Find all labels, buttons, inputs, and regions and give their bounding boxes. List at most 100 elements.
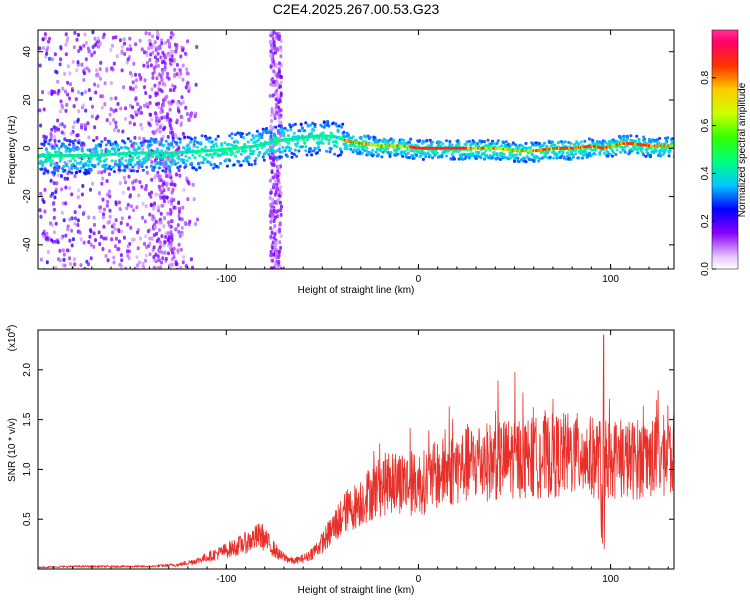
spectrogram-ridge-cell bbox=[164, 139, 168, 143]
y-tick-label: 0.5 bbox=[22, 512, 33, 526]
spectrogram-noise-cell bbox=[84, 41, 88, 45]
spectrogram-noise-cell bbox=[190, 111, 194, 116]
spectrogram-ridge-cell bbox=[81, 165, 85, 169]
spectrogram-ridge-cell bbox=[69, 149, 73, 153]
spectrogram-ridge-cell bbox=[430, 143, 433, 147]
y-tick-label: 1.0 bbox=[22, 462, 33, 476]
spectrogram-ridge-cell bbox=[205, 153, 209, 157]
spectrogram-noise-cell bbox=[58, 109, 62, 114]
spectrogram-noise-cell bbox=[270, 57, 274, 62]
spectrogram-noise-cell bbox=[116, 102, 120, 106]
spectrogram-ridge-cell bbox=[483, 157, 486, 161]
spectrogram-ridge-cell bbox=[406, 151, 410, 155]
spectrogram-noise-cell bbox=[98, 42, 102, 47]
spectrogram-ridge-cell bbox=[507, 157, 511, 161]
spectrogram-noise-cell bbox=[76, 223, 80, 227]
spectrogram-ridge-cell bbox=[488, 154, 492, 157]
spectrogram-noise-cell bbox=[120, 68, 124, 73]
spectrogram-ridge-cell bbox=[234, 154, 237, 158]
spectrogram-noise-cell bbox=[178, 216, 182, 221]
spectrogram-noise-cell bbox=[91, 30, 95, 35]
spectrogram-noise-cell bbox=[101, 215, 105, 220]
spectrogram-noise-cell bbox=[187, 181, 191, 186]
spectrogram-noise-cell bbox=[277, 180, 281, 185]
spectrogram-ridge-cell bbox=[198, 166, 202, 170]
x-tick-label: 100 bbox=[602, 574, 619, 585]
spectrogram-ridge-cell bbox=[575, 141, 579, 145]
y-tick-label: 40 bbox=[22, 46, 33, 58]
spectrogram-noise-cell bbox=[157, 140, 161, 145]
spectrogram-ridge-cell bbox=[178, 164, 182, 168]
spectrogram-noise-cell bbox=[160, 56, 164, 61]
spectrogram-noise-cell bbox=[149, 194, 153, 199]
spectrogram-noise-cell bbox=[270, 40, 274, 44]
spectrogram-ridge-cell bbox=[292, 131, 296, 135]
spectrogram-ridge-cell bbox=[365, 146, 369, 150]
spectrogram-noise-cell bbox=[273, 215, 277, 220]
spectrogram-ridge-cell bbox=[79, 160, 83, 164]
spectrogram-ridge-cell bbox=[302, 138, 305, 142]
spectrogram-ridge-cell bbox=[365, 149, 369, 153]
spectrogram-noise-cell bbox=[148, 252, 152, 257]
spectrogram-noise-cell bbox=[104, 236, 108, 241]
spectrogram-noise-cell bbox=[63, 263, 67, 268]
spectrogram-ridge-cell bbox=[569, 157, 573, 161]
spectrogram-noise-cell bbox=[171, 133, 175, 138]
spectrogram-noise-cell bbox=[126, 244, 130, 249]
spectrogram-noise-cell bbox=[138, 38, 142, 43]
spectrogram-ridge-cell bbox=[69, 159, 73, 163]
spectrogram-ridge-cell bbox=[572, 143, 576, 147]
spectrogram-ridge-cell bbox=[149, 164, 153, 168]
y-tick-label: 20 bbox=[22, 94, 33, 106]
spectrogram-ridge-cell bbox=[77, 141, 81, 145]
spectrogram-noise-cell bbox=[151, 50, 155, 55]
spectrogram-ridge-cell bbox=[63, 168, 67, 172]
spectrogram-ridge-cell bbox=[100, 149, 104, 152]
spectrogram-noise-cell bbox=[149, 63, 153, 68]
spectrogram-noise-cell bbox=[52, 207, 56, 212]
spectrogram-noise-cell bbox=[49, 178, 53, 183]
spectrogram-ridge-cell bbox=[641, 146, 644, 150]
spectrogram-noise-cell bbox=[41, 46, 45, 50]
spectrogram-ridge-cell bbox=[453, 157, 456, 161]
spectrogram-noise-cell bbox=[279, 234, 283, 239]
spectrogram-noise-cell bbox=[137, 165, 141, 170]
spectrogram-noise-cell bbox=[107, 189, 111, 194]
spectrogram-noise-cell bbox=[194, 111, 198, 116]
spectrogram-noise-cell bbox=[103, 137, 107, 141]
spectrogram-noise-cell bbox=[139, 105, 143, 110]
spectrogram-ridge-cell bbox=[87, 167, 91, 171]
spectrogram-ridge-cell bbox=[104, 157, 108, 161]
spectrogram-noise-cell bbox=[268, 195, 272, 200]
spectrogram-noise-cell bbox=[279, 54, 283, 59]
spectrogram-noise-cell bbox=[57, 165, 61, 170]
spectrogram-ridge-cell bbox=[647, 146, 651, 150]
spectrogram-ridge-cell bbox=[386, 147, 390, 151]
spectrogram-ridge-cell bbox=[670, 141, 674, 144]
spectrogram-noise-cell bbox=[74, 216, 77, 221]
spectrogram-ridge-cell bbox=[94, 146, 98, 150]
spectrogram-noise-cell bbox=[154, 46, 158, 51]
spectrogram-noise-cell bbox=[181, 48, 185, 53]
spectrogram-ridge-cell bbox=[53, 169, 56, 173]
spectrogram-ridge-cell bbox=[170, 156, 174, 159]
spectrogram-noise-cell bbox=[277, 115, 281, 120]
spectrogram-noise-cell bbox=[270, 119, 273, 123]
spectrogram-ridge-cell bbox=[664, 136, 667, 140]
spectrogram-ridge-cell bbox=[229, 143, 233, 147]
spectrogram-noise-cell bbox=[180, 115, 184, 120]
spectrogram-noise-cell bbox=[166, 134, 170, 139]
spectrogram-ridge-cell bbox=[91, 151, 94, 155]
spectrogram-noise-cell bbox=[178, 173, 182, 178]
spectrogram-noise-cell bbox=[42, 234, 45, 239]
spectrogram-ridge-cell bbox=[94, 144, 98, 148]
spectrogram-noise-cell bbox=[103, 102, 107, 107]
spectrogram-ridge-cell bbox=[295, 144, 299, 148]
spectrogram-noise-cell bbox=[71, 125, 75, 130]
spectrogram-ridge-cell bbox=[212, 145, 216, 149]
spectrogram-noise-cell bbox=[91, 104, 94, 109]
spectrogram-noise-cell bbox=[64, 185, 68, 190]
spectrogram-ridge-cell bbox=[398, 141, 402, 145]
spectrogram-noise-cell bbox=[91, 181, 95, 186]
spectrogram-ridge-cell bbox=[168, 154, 172, 158]
